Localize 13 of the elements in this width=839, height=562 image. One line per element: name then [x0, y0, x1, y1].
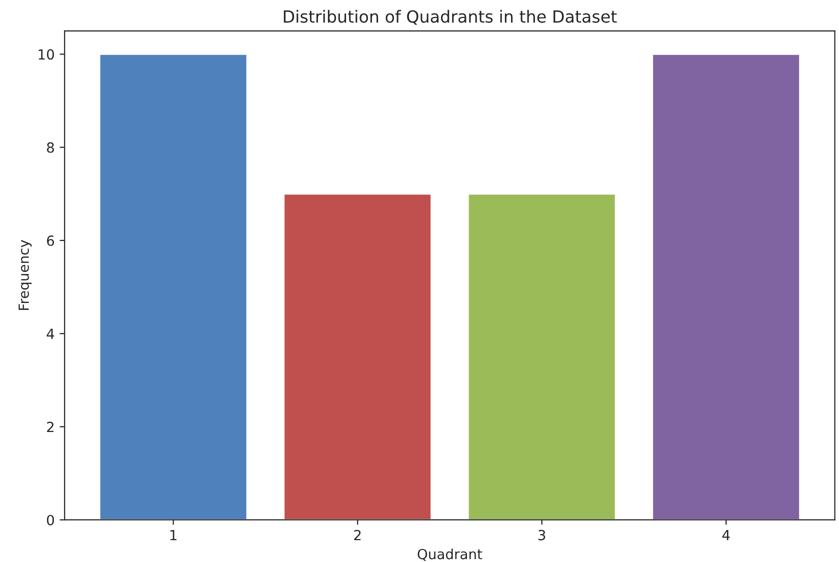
y-tick-label: 0: [46, 514, 54, 526]
y-tick-label: 10: [38, 49, 54, 60]
y-tick-label: 6: [47, 235, 54, 246]
x-tick-label: 1: [170, 530, 176, 540]
chart-title: Distribution of Quadrants in the Dataset: [284, 10, 617, 25]
y-tick-label: 8: [46, 142, 54, 153]
x-tick-label: 4: [722, 530, 730, 540]
x-tick-label: 2: [354, 530, 361, 540]
y-tick-label: 2: [47, 422, 54, 432]
x-tick-label: 3: [538, 530, 546, 540]
x-axis-title: Quadrant: [418, 548, 482, 561]
y-tick-label: 4: [46, 328, 54, 339]
y-axis-title: Frequency: [18, 240, 32, 310]
